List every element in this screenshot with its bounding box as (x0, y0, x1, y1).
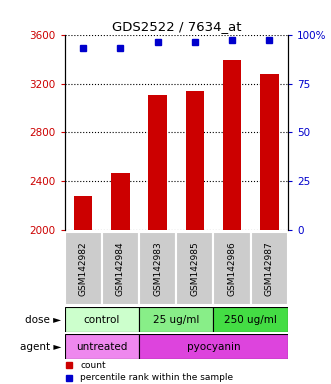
Bar (65, 307, 139, 332)
Bar (213, 232, 251, 305)
Bar (251, 232, 288, 305)
Text: untreated: untreated (76, 341, 127, 352)
Text: dose ►: dose ► (25, 314, 61, 325)
Text: agent ►: agent ► (20, 341, 61, 352)
Bar (260, 74, 279, 230)
Bar (102, 232, 139, 305)
Text: GSM142985: GSM142985 (190, 242, 199, 296)
Bar (213, 307, 288, 332)
Bar (74, 196, 92, 230)
Text: GSM142986: GSM142986 (228, 242, 237, 296)
Bar (176, 232, 213, 305)
Bar (111, 173, 130, 230)
Text: GSM142982: GSM142982 (79, 242, 88, 296)
Bar (139, 232, 176, 305)
Bar (186, 91, 204, 230)
Text: pyocyanin: pyocyanin (187, 341, 240, 352)
Text: percentile rank within the sample: percentile rank within the sample (80, 373, 233, 382)
Text: GSM142987: GSM142987 (265, 242, 274, 296)
Bar (148, 94, 167, 230)
Text: 250 ug/ml: 250 ug/ml (224, 314, 277, 325)
Bar (223, 60, 241, 230)
Text: 25 ug/ml: 25 ug/ml (153, 314, 200, 325)
Text: GSM142984: GSM142984 (116, 242, 125, 296)
Title: GDS2522 / 7634_at: GDS2522 / 7634_at (112, 20, 241, 33)
Bar (65, 334, 139, 359)
Bar (139, 334, 288, 359)
Text: control: control (84, 314, 120, 325)
Text: count: count (80, 361, 106, 370)
Bar (139, 307, 213, 332)
Bar (65, 232, 102, 305)
Text: GSM142983: GSM142983 (153, 242, 162, 296)
